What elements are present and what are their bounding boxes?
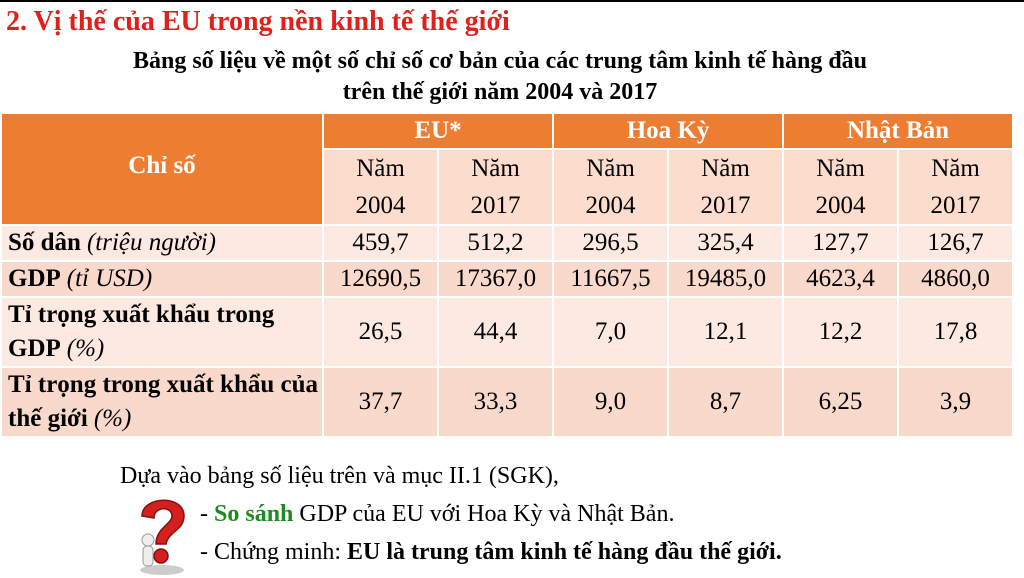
unit: (triệu người) <box>86 229 217 256</box>
row-label: Tỉ trọng xuất khẩu trong GDP (%) <box>0 296 324 368</box>
cell: 459,7 <box>322 224 439 262</box>
cell: 325,4 <box>667 224 785 262</box>
subheader-line: 2004 <box>815 192 866 219</box>
cell: 17,8 <box>897 296 1015 368</box>
cell: 4623,4 <box>782 260 900 298</box>
text: GDP của EU với Hoa Kỳ và Nhật Bản. <box>299 501 675 527</box>
subheader: Năm 2017 <box>436 148 555 226</box>
cell: 33,3 <box>436 366 555 438</box>
data-row: GDP (tỉ USD) 12690,5 17367,0 11667,5 19485,0 4… <box>0 260 1015 298</box>
subheader-line: Năm <box>931 155 980 182</box>
subheader-line: Năm <box>356 155 405 182</box>
bold-text: EU là trung tâm kinh tế hàng đầu thế giớ… <box>347 539 782 565</box>
cell: 3,9 <box>897 366 1015 438</box>
task-line: - So sánh GDP của EU với Hoa Kỳ và Nhật Bả… <box>200 495 674 533</box>
task-line: - Chứng minh: EU là trung tâm kinh tế hàn… <box>200 533 782 571</box>
subheader-line: 2017 <box>470 192 521 219</box>
cell: 37,7 <box>322 366 439 438</box>
slide-title: 2. Vị thế của EU trong nền kinh tế thế g… <box>6 6 510 37</box>
data-table: Chỉ số EU* Hoa Kỳ Nhật Bản Năm 2004 Năm 2017 Năm… <box>0 112 1015 438</box>
label: Số dân <box>8 229 81 256</box>
corner-cell: Chỉ số <box>0 112 324 226</box>
cell: 4860,0 <box>897 260 1015 298</box>
row-label: Tỉ trọng trong xuất khẩu của thế giới (%) <box>0 366 324 438</box>
subheader-line: 2004 <box>585 192 636 219</box>
row-label: GDP (tỉ USD) <box>0 260 324 298</box>
cell: 9,0 <box>552 366 670 438</box>
cell: 19485,0 <box>667 260 785 298</box>
cell: 8,7 <box>667 366 785 438</box>
group-header: Nhật Bản <box>782 112 1015 150</box>
cell: 127,7 <box>782 224 900 262</box>
cell: 126,7 <box>897 224 1015 262</box>
cell: 296,5 <box>552 224 670 262</box>
cell: 12,2 <box>782 296 900 368</box>
subtitle-line: trên thế giới năm 2004 và 2017 <box>342 79 658 105</box>
cell: 11667,5 <box>552 260 670 298</box>
row-label: Số dân (triệu người) <box>0 224 324 262</box>
cell: 6,25 <box>782 366 900 438</box>
unit: (%) <box>66 335 105 362</box>
unit: (%) <box>93 405 132 432</box>
subheader: Năm 2004 <box>322 148 439 226</box>
subheader-line: Năm <box>586 155 635 182</box>
subheader: Năm 2004 <box>552 148 670 226</box>
data-row: Tỉ trọng xuất khẩu trong GDP (%) 26,5 44,4 7… <box>0 296 1015 368</box>
subtitle-line: Bảng số liệu về một số chỉ số cơ bản của… <box>132 48 868 74</box>
question-icon <box>140 499 185 575</box>
dash: - <box>200 501 208 527</box>
subtitle: Bảng số liệu về một số chỉ số cơ bản của… <box>0 46 1000 108</box>
cell: 17367,0 <box>436 260 555 298</box>
subheader-row: Năm 2004 Năm 2017 Năm 2004 Năm 2017 Năm 2004 Năm 20… <box>1 148 1015 226</box>
subheader: Năm 2017 <box>897 148 1015 226</box>
cell: 12,1 <box>667 296 785 368</box>
unit: (tỉ USD) <box>66 265 153 292</box>
subheader-line: 2004 <box>355 192 406 219</box>
cell: 12690,5 <box>322 260 439 298</box>
subheader: Năm 2004 <box>782 148 900 226</box>
header-row: Chỉ số EU* Hoa Kỳ Nhật Bản <box>0 112 1015 226</box>
label: Tỉ trọng xuất khẩu trong GDP <box>8 301 275 362</box>
cell: 512,2 <box>436 224 555 262</box>
subheader-line: 2017 <box>700 192 751 219</box>
label: GDP <box>8 265 61 292</box>
subheader-line: Năm <box>471 155 520 182</box>
text: - Chứng minh: <box>200 539 342 565</box>
highlight: So sánh <box>214 501 294 527</box>
cell: 44,4 <box>436 296 555 368</box>
group-header: EU* <box>321 112 555 150</box>
label: Tỉ trọng trong xuất khẩu của thế giới <box>8 371 319 432</box>
subheader-line: Năm <box>816 155 865 182</box>
group-header: Hoa Kỳ <box>552 112 785 150</box>
subheader: Năm 2017 <box>667 148 785 226</box>
data-row: Tỉ trọng trong xuất khẩu của thế giới (%)… <box>0 366 1015 438</box>
data-row: Số dân (triệu người) 459,7 512,2 296,5 325,4 1… <box>0 224 1015 262</box>
task-intro: Dựa vào bảng số liệu trên và mục II.1 (S… <box>120 463 559 489</box>
cell: 7,0 <box>552 296 670 368</box>
subheader-line: Năm <box>701 155 750 182</box>
subheader-line: 2017 <box>930 192 981 219</box>
cell: 26,5 <box>322 296 439 368</box>
